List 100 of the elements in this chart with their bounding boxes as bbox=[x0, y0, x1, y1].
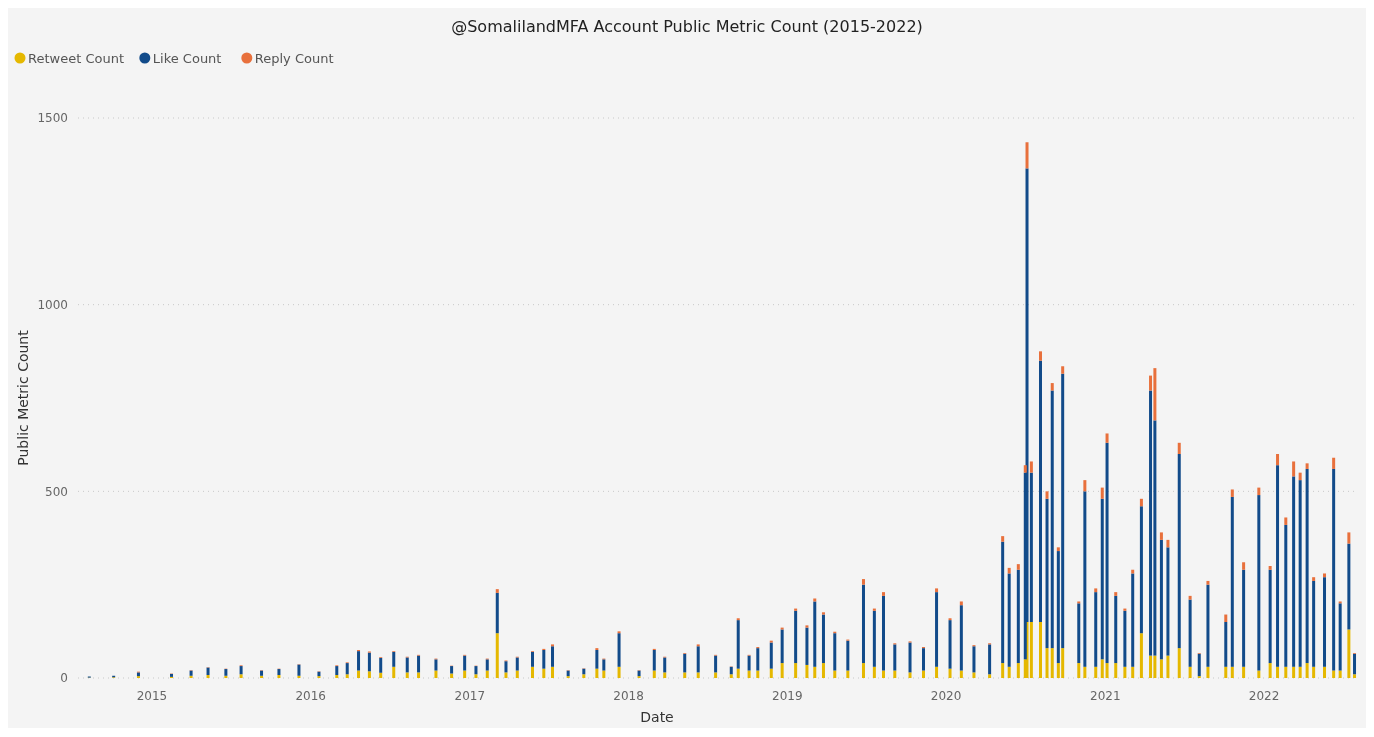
bar bbox=[1323, 573, 1327, 578]
bar bbox=[1105, 442, 1109, 664]
bar bbox=[1224, 622, 1228, 667]
bar bbox=[794, 663, 798, 678]
bar bbox=[959, 670, 963, 678]
bar bbox=[434, 659, 438, 671]
bar bbox=[405, 657, 409, 673]
bar bbox=[1284, 524, 1288, 667]
bar bbox=[317, 671, 321, 677]
bar bbox=[1353, 653, 1357, 675]
bar bbox=[617, 633, 621, 667]
bar bbox=[1276, 465, 1280, 667]
bar bbox=[1100, 498, 1104, 660]
y-tick-label: 1000 bbox=[37, 297, 68, 312]
bar bbox=[1001, 536, 1005, 542]
y-tick-label: 500 bbox=[45, 484, 68, 499]
bar bbox=[696, 646, 700, 673]
bar bbox=[595, 668, 599, 678]
bar bbox=[1268, 566, 1272, 570]
bar bbox=[542, 650, 546, 669]
bar bbox=[1050, 383, 1054, 391]
bar bbox=[1347, 543, 1351, 630]
bar bbox=[450, 666, 454, 674]
bar bbox=[335, 666, 339, 676]
bar bbox=[1039, 622, 1042, 678]
bar bbox=[922, 648, 926, 671]
bar bbox=[714, 672, 718, 678]
x-axis-title: Date bbox=[640, 709, 674, 725]
bar bbox=[392, 651, 396, 667]
bar bbox=[357, 651, 361, 671]
bar bbox=[1131, 573, 1135, 667]
bar bbox=[595, 650, 599, 669]
bar bbox=[1050, 648, 1054, 678]
bar bbox=[893, 670, 897, 678]
bar bbox=[1039, 351, 1042, 361]
y-tick-label: 1500 bbox=[37, 111, 68, 126]
bar bbox=[683, 653, 687, 673]
bar bbox=[1159, 659, 1163, 678]
bar bbox=[652, 650, 656, 671]
bar bbox=[1224, 614, 1228, 622]
bar bbox=[1105, 433, 1109, 443]
bar bbox=[1188, 599, 1192, 667]
bar bbox=[683, 672, 687, 678]
bar bbox=[1298, 666, 1302, 678]
bar bbox=[872, 610, 876, 667]
bar bbox=[495, 633, 499, 678]
legend-label: Reply Count bbox=[254, 50, 334, 66]
bar bbox=[463, 655, 467, 671]
bar bbox=[1083, 480, 1087, 492]
bar bbox=[367, 652, 371, 672]
x-tick-label: 2019 bbox=[772, 689, 803, 703]
legend-label: Like Count bbox=[152, 50, 222, 66]
bar bbox=[729, 666, 733, 675]
bar bbox=[1166, 539, 1170, 548]
bar bbox=[1206, 584, 1210, 667]
bar bbox=[1029, 622, 1033, 678]
bar bbox=[846, 640, 850, 671]
bar bbox=[1105, 663, 1109, 678]
bar bbox=[277, 675, 281, 678]
bar bbox=[1077, 663, 1081, 678]
bar bbox=[1023, 465, 1027, 473]
bar bbox=[935, 592, 939, 667]
bar bbox=[1016, 564, 1020, 570]
x-tick-label: 2018 bbox=[613, 689, 644, 703]
bar bbox=[805, 627, 809, 665]
bar bbox=[833, 633, 837, 671]
bar bbox=[922, 670, 926, 678]
bar bbox=[1242, 562, 1246, 570]
bar bbox=[617, 666, 621, 678]
bar bbox=[747, 655, 751, 671]
bar bbox=[1332, 457, 1336, 469]
bar bbox=[1230, 666, 1234, 678]
bar bbox=[935, 666, 939, 678]
bar bbox=[1312, 666, 1316, 678]
bar bbox=[1039, 360, 1042, 622]
bar bbox=[805, 664, 809, 678]
bar bbox=[1338, 670, 1342, 678]
bar bbox=[1114, 663, 1118, 678]
bar bbox=[1159, 532, 1163, 540]
bar bbox=[379, 657, 383, 673]
bar bbox=[1050, 390, 1054, 649]
bar bbox=[663, 672, 667, 678]
x-tick-label: 2020 bbox=[930, 689, 962, 703]
bar bbox=[1045, 648, 1049, 678]
bar bbox=[495, 592, 499, 634]
bar bbox=[602, 670, 606, 678]
bar bbox=[1177, 454, 1181, 649]
bar bbox=[1305, 468, 1309, 664]
bar bbox=[1016, 663, 1020, 678]
bar bbox=[1230, 489, 1234, 497]
bar bbox=[959, 601, 963, 606]
bar bbox=[357, 670, 361, 678]
bar bbox=[1123, 610, 1127, 667]
bar bbox=[1230, 496, 1234, 667]
bar bbox=[1029, 461, 1033, 473]
bar bbox=[485, 670, 489, 678]
bar bbox=[813, 598, 817, 602]
bar bbox=[833, 670, 837, 678]
bar bbox=[1139, 498, 1143, 507]
bar bbox=[794, 610, 798, 664]
